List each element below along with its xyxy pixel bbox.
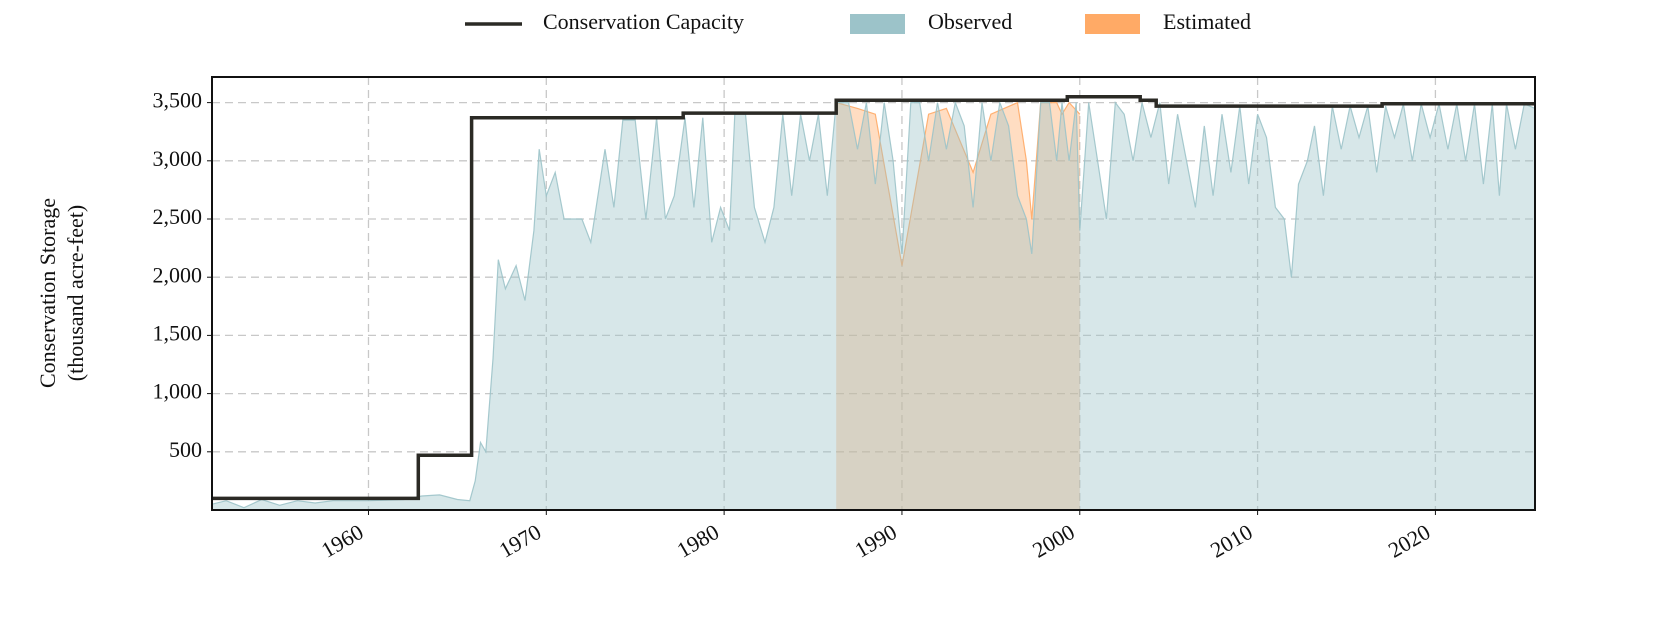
x-tick-label: 2020 <box>1384 519 1435 563</box>
area-outline <box>212 100 1535 509</box>
x-tick-label: 1990 <box>850 519 901 563</box>
legend-swatch <box>850 14 905 34</box>
x-tick-label: 2010 <box>1206 519 1257 563</box>
y-tick-label: 1,000 <box>153 379 203 404</box>
y-axis-label: Conservation Storage <box>35 198 60 388</box>
x-tick-label: 1960 <box>317 519 368 563</box>
y-tick-label: 2,000 <box>153 262 203 287</box>
plot-area <box>212 95 1535 510</box>
area <box>212 102 1535 510</box>
area <box>836 102 1080 510</box>
y-axis-label: (thousand acre-feet) <box>63 205 88 382</box>
y-tick-label: 1,500 <box>153 320 203 345</box>
y-tick-label: 500 <box>169 437 202 462</box>
grid <box>212 77 1535 510</box>
legend: Conservation Capacity Observed Estimated <box>465 9 1251 34</box>
legend-label: Conservation Capacity <box>543 9 744 34</box>
line <box>212 95 1535 501</box>
legend-label: Estimated <box>1163 9 1251 34</box>
x-tick-label: 2000 <box>1028 519 1079 563</box>
area-outline <box>836 101 1081 266</box>
legend-swatch <box>1085 14 1140 34</box>
x-tick-label: 1980 <box>673 519 724 563</box>
x-tick-label: 1970 <box>495 519 546 563</box>
y-tick-label: 2,500 <box>153 204 203 229</box>
y-tick-label: 3,500 <box>153 88 203 113</box>
legend-label: Observed <box>928 9 1012 34</box>
plot-frame <box>211 76 1536 511</box>
y-tick-label: 3,000 <box>153 146 203 171</box>
